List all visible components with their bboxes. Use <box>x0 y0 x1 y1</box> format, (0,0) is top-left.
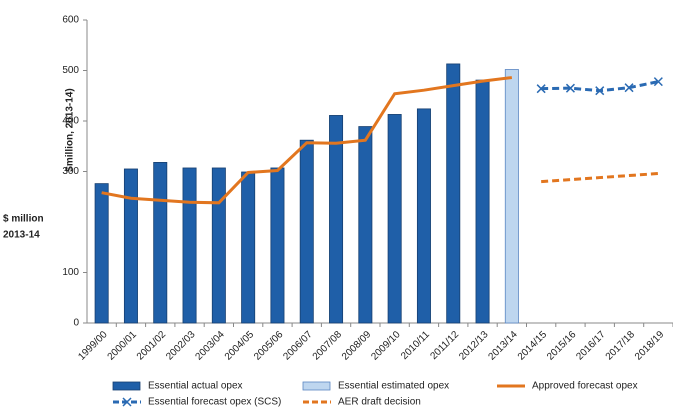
y-tick-label: 100 <box>62 267 79 278</box>
x-tick-label: 2000/01 <box>106 329 140 363</box>
legend-label: Approved forecast opex <box>532 381 638 392</box>
legend-label: AER draft decision <box>338 397 421 407</box>
x-tick-label: 1999/00 <box>76 329 110 363</box>
y-tick-label: 400 <box>62 116 79 127</box>
x-tick-label: 2006/07 <box>281 329 315 363</box>
y-tick-label: 300 <box>62 166 79 177</box>
bar <box>299 139 314 324</box>
bar <box>270 167 285 324</box>
bar <box>387 114 402 324</box>
line <box>101 76 513 205</box>
x-tick-label: 2010/11 <box>399 329 432 362</box>
y-axis-side-label: 2013-14 <box>3 230 40 241</box>
bar <box>211 167 226 324</box>
x-tick-label: 2014/15 <box>516 329 550 363</box>
x-tick-label: 2003/04 <box>193 329 227 363</box>
x-tick-label: 2007/08 <box>311 329 345 363</box>
x-tick-label: 2002/03 <box>164 329 198 363</box>
x-tick-label: 2013/14 <box>486 329 520 363</box>
bar <box>182 167 197 324</box>
marker <box>536 84 546 94</box>
bar <box>504 69 519 324</box>
bar <box>94 183 109 324</box>
y-tick-label: 0 <box>73 318 79 329</box>
legend-label: Essential forecast opex (SCS) <box>148 397 281 407</box>
x-tick-label: 2016/17 <box>574 329 608 363</box>
bar <box>329 115 344 324</box>
legend-swatch <box>302 381 331 391</box>
marker <box>565 83 575 93</box>
x-tick-label: 2008/09 <box>340 329 374 363</box>
marker <box>653 77 663 87</box>
y-tick-label: 600 <box>62 15 79 26</box>
bar <box>475 79 490 324</box>
bar <box>358 126 373 324</box>
legend-marker <box>122 397 132 407</box>
x-tick-label: 2009/10 <box>369 329 403 363</box>
dashed-line <box>541 172 659 184</box>
marker <box>595 86 605 96</box>
bar <box>123 168 138 324</box>
bar <box>446 63 461 324</box>
x-tick-label: 2011/12 <box>428 329 461 362</box>
y-tick-label: 500 <box>62 65 79 76</box>
x-tick-label: 2004/05 <box>223 329 257 363</box>
dashed-line <box>541 80 659 93</box>
bar <box>241 171 256 324</box>
marker <box>624 83 634 93</box>
x-tick-label: 2015/16 <box>545 329 579 363</box>
x-tick-label: 2005/06 <box>252 329 286 363</box>
y-axis-side-label: $ million <box>3 214 44 225</box>
legend-label: Essential actual opex <box>148 381 243 392</box>
legend-label: Essential estimated opex <box>338 381 449 392</box>
y-axis-title: $million, 2013-14) <box>65 88 76 171</box>
x-tick-label: 2012/13 <box>457 329 491 363</box>
x-tick-label: 2018/19 <box>633 329 667 363</box>
bar <box>416 108 431 324</box>
legend-swatch <box>112 381 141 391</box>
x-tick-label: 2017/18 <box>604 329 638 363</box>
x-tick-label: 2001/02 <box>135 329 169 363</box>
bar <box>153 162 168 324</box>
